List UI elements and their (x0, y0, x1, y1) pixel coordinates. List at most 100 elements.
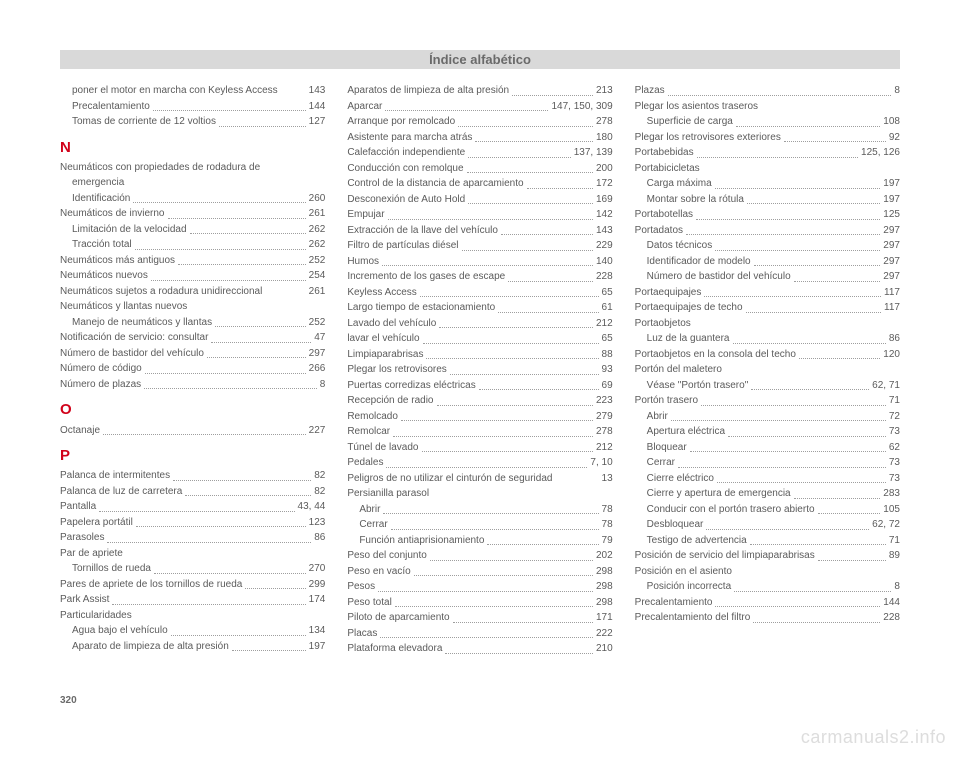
leader-dots (178, 253, 306, 266)
index-entry-page: 61 (602, 300, 613, 316)
index-entry-page: 197 (883, 176, 900, 192)
index-entry-label: Desbloquear (647, 517, 704, 533)
index-entry-label: Asistente para marcha atrás (347, 130, 472, 146)
index-entry-label: Posición en el asiento (635, 564, 732, 580)
index-entry: Tracción total262 (60, 237, 325, 253)
index-entry: Portaequipajes117 (635, 285, 900, 301)
index-entry-page: 202 (596, 548, 613, 564)
index-entry-label: Desconexión de Auto Hold (347, 192, 465, 208)
index-entry-label: Peso en vacío (347, 564, 410, 580)
index-entry: poner el motor en marcha con Keyless Acc… (60, 83, 325, 99)
index-entry-label: Portaobjetos (635, 316, 691, 332)
leader-dots (378, 579, 593, 592)
index-entry-page: 137, 139 (574, 145, 613, 161)
leader-dots (512, 83, 593, 96)
index-entry-label: Número de bastidor del vehículo (647, 269, 791, 285)
index-entry: Plegar los retrovisores93 (347, 362, 612, 378)
index-letter: P (60, 444, 325, 467)
index-entry-label: Neumáticos con propiedades de rodadura d… (60, 160, 260, 176)
index-entry-page: 297 (883, 223, 900, 239)
index-entry: Peso en vacío298 (347, 564, 612, 580)
index-entry: Identificador de modelo297 (635, 254, 900, 270)
index-entry-label: Posición de servicio del limpiaparabrisa… (635, 548, 815, 564)
leader-dots (388, 207, 593, 220)
index-entry-page: 171 (596, 610, 613, 626)
leader-dots (135, 608, 323, 621)
leader-dots (794, 486, 881, 499)
index-entry-page: 297 (883, 238, 900, 254)
index-entry-page: 213 (596, 83, 613, 99)
index-entry-page: 222 (596, 626, 613, 642)
index-entry-label: Datos técnicos (647, 238, 713, 254)
index-entry-label: Piloto de aparcamiento (347, 610, 449, 626)
index-entry-page: 7, 10 (590, 455, 612, 471)
leader-dots (468, 145, 571, 158)
index-entry: Papelera portátil123 (60, 515, 325, 531)
index-entry-page: 105 (883, 502, 900, 518)
index-entry-page: 13 (602, 471, 613, 487)
index-entry-page: 252 (309, 253, 326, 269)
index-entry-page: 252 (309, 315, 326, 331)
leader-dots (450, 362, 599, 375)
leader-dots (761, 99, 897, 112)
index-entry-page: 266 (309, 361, 326, 377)
index-entry-page: 261 (309, 206, 326, 222)
leader-dots (215, 315, 306, 328)
index-entry: lavar el vehículo65 (347, 331, 612, 347)
leader-dots (696, 207, 880, 220)
leader-dots (527, 176, 593, 189)
leader-dots (107, 530, 311, 543)
index-entry-label: Plegar los asientos traseros (635, 99, 758, 115)
index-entry-page: 93 (602, 362, 613, 378)
index-entry: Extracción de la llave del vehículo143 (347, 223, 612, 239)
index-entry-page: 261 (309, 284, 326, 300)
leader-dots (717, 471, 886, 484)
index-entry: Desbloquear62, 72 (635, 517, 900, 533)
index-entry-page: 262 (309, 222, 326, 238)
index-entry: Pesos298 (347, 579, 612, 595)
index-columns: poner el motor en marcha con Keyless Acc… (60, 83, 900, 657)
page-header: Índice alfabético (60, 50, 900, 69)
index-entry-label: Park Assist (60, 592, 109, 608)
index-entry-page: 8 (320, 377, 326, 393)
index-entry-page: 143 (309, 83, 326, 99)
index-entry: Tomas de corriente de 12 voltios127 (60, 114, 325, 130)
index-entry: Park Assist 174 (60, 592, 325, 608)
leader-dots (445, 641, 593, 654)
leader-dots (799, 347, 880, 360)
index-entry: Bloquear62 (635, 440, 900, 456)
index-entry: Neumáticos y llantas nuevos (60, 299, 325, 315)
index-entry: Precalentamiento del filtro228 (635, 610, 900, 626)
index-column-2: Aparatos de limpieza de alta presión213A… (347, 83, 612, 657)
index-entry-page: 65 (602, 285, 613, 301)
index-entry: Placas222 (347, 626, 612, 642)
index-entry-label: Tracción total (72, 237, 132, 253)
leader-dots (728, 424, 886, 437)
index-entry-label: Apertura eléctrica (647, 424, 725, 440)
index-entry: Número de plazas8 (60, 377, 325, 393)
manual-index-page: Índice alfabético poner el motor en marc… (0, 50, 960, 758)
leader-dots (458, 114, 593, 127)
leader-dots (701, 393, 886, 406)
index-entry-page: 172 (596, 176, 613, 192)
index-letter: O (60, 398, 325, 421)
index-entry-page: 278 (596, 114, 613, 130)
leader-dots (734, 579, 891, 592)
index-entry-label: Neumáticos más antiguos (60, 253, 175, 269)
index-entry-page: 8 (894, 579, 900, 595)
index-entry-label: Portabebidas (635, 145, 694, 161)
leader-dots (736, 114, 880, 127)
leader-dots (475, 130, 593, 143)
index-entry-page: 174 (309, 592, 326, 608)
leader-dots (265, 284, 305, 297)
leader-dots (668, 83, 892, 96)
index-entry-label: Cierre y apertura de emergencia (647, 486, 791, 502)
leader-dots (127, 175, 322, 188)
index-entry-page: 8 (894, 83, 900, 99)
page-header-title: Índice alfabético (429, 52, 531, 67)
index-entry-page: 127 (309, 114, 326, 130)
index-entry-label: Conducción con remolque (347, 161, 463, 177)
index-entry: Portabebidas125, 126 (635, 145, 900, 161)
index-entry: Función antiaprisionamiento79 (347, 533, 612, 549)
index-entry-page: 299 (309, 577, 326, 593)
